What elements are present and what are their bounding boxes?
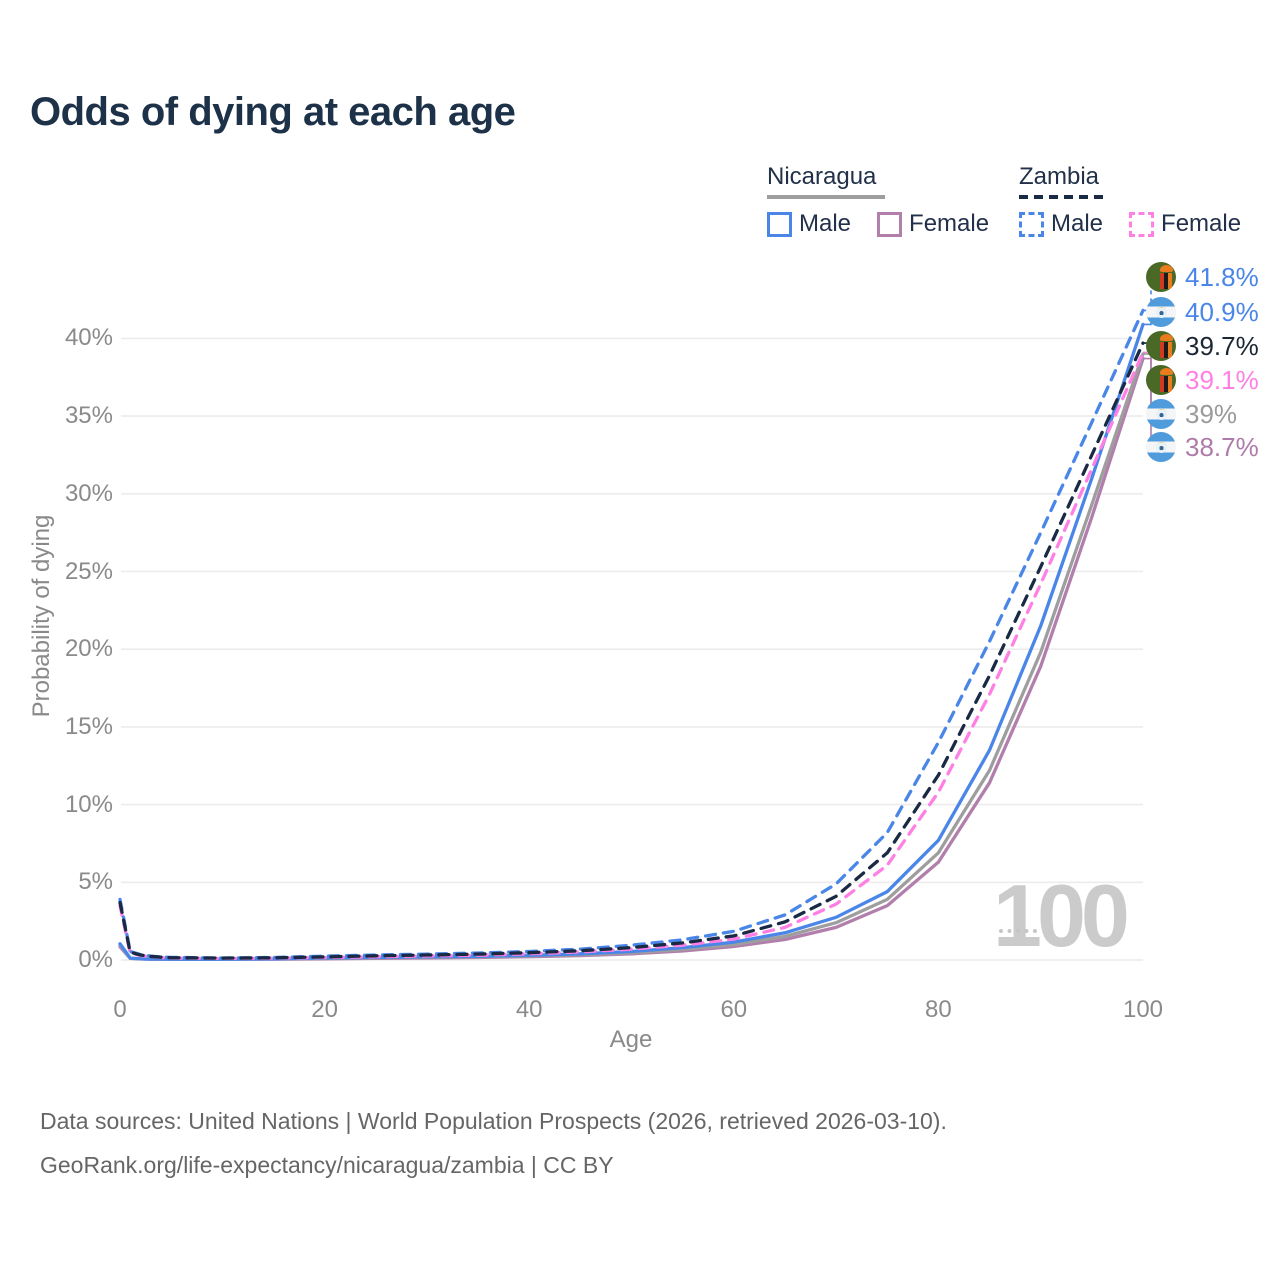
zambia-flag-icon xyxy=(1146,262,1176,292)
end-label-value: 40.9% xyxy=(1185,296,1259,327)
age-counter-watermark: 100 xyxy=(993,866,1130,965)
y-tick-label: 0% xyxy=(78,946,113,973)
watermark-dotted-underline xyxy=(999,929,1037,933)
end-label-value: 41.8% xyxy=(1185,261,1259,292)
y-tick-label: 5% xyxy=(78,868,113,896)
x-tick-label: 0 xyxy=(113,996,127,1023)
legend-swatch-zambia-female xyxy=(1129,211,1155,237)
series-line-zambia-female xyxy=(118,350,1145,961)
end-label-value: 38.7% xyxy=(1185,431,1259,462)
end-label-row: 39.1% xyxy=(1146,365,1259,395)
legend-swatch-nicaragua-female xyxy=(877,211,903,237)
end-label-row: 41.8% xyxy=(1146,262,1259,292)
legend-item-nicaragua-female[interactable]: Female xyxy=(877,210,989,238)
legend-group-zambia: Zambia Male Female xyxy=(1019,163,1241,238)
legend-item-zambia-male[interactable]: Male xyxy=(1019,210,1103,238)
series-line-zambia-male xyxy=(118,308,1145,960)
nicaragua-flag-icon xyxy=(1146,432,1176,462)
series-line-nicaragua-female xyxy=(118,356,1145,962)
x-tick-label: 20 xyxy=(311,996,338,1023)
series-line-nicaragua-both-sexes xyxy=(118,352,1145,961)
legend-label: Female xyxy=(1161,210,1242,237)
end-label-row: 40.9% xyxy=(1146,297,1259,327)
x-axis-title: Age xyxy=(609,1026,653,1053)
zambia-flag-icon xyxy=(1146,331,1176,361)
legend-label: Male xyxy=(799,210,852,237)
legend-swatch-zambia-male xyxy=(1019,211,1044,237)
footer: Data sources: United Nations | World Pop… xyxy=(40,1108,947,1196)
legend-country-line-swatch-nicaragua xyxy=(767,195,885,199)
y-tick-label: 15% xyxy=(64,712,113,740)
y-tick-label: 40% xyxy=(64,324,113,352)
x-tick-label: 80 xyxy=(925,996,952,1023)
legend-country-line-swatch-zambia xyxy=(1019,195,1106,199)
y-tick-label: 25% xyxy=(64,557,113,585)
x-tick-label: 100 xyxy=(1122,996,1164,1023)
y-tick-label: 20% xyxy=(64,635,113,663)
page-title: Odds of dying at each age xyxy=(30,90,516,134)
end-label-row: 38.7% xyxy=(1146,432,1259,462)
x-tick-label: 60 xyxy=(720,996,748,1023)
end-label-row: 39% xyxy=(1146,399,1237,429)
legend-country-nicaragua: Nicaragua xyxy=(767,163,877,190)
legend-country-zambia: Zambia xyxy=(1019,163,1100,190)
x-tick-label: 40 xyxy=(515,996,543,1023)
footer-attribution: GeoRank.org/life-expectancy/nicaragua/za… xyxy=(40,1152,614,1178)
nicaragua-flag-icon xyxy=(1146,399,1176,429)
y-axis-title: Probability of dying xyxy=(28,514,55,718)
y-tick-label: 30% xyxy=(64,479,113,507)
end-label-value: 39.7% xyxy=(1185,330,1259,361)
legend-item-nicaragua-male[interactable]: Male xyxy=(767,210,851,238)
legend-item-zambia-female[interactable]: Female xyxy=(1129,210,1241,238)
series-line-zambia-both-sexes xyxy=(118,341,1145,960)
legend-swatch-nicaragua-male xyxy=(767,211,792,237)
nicaragua-flag-icon xyxy=(1146,297,1176,327)
legend-label: Male xyxy=(1051,210,1104,237)
y-tick-label: 10% xyxy=(64,790,113,818)
zambia-flag-icon xyxy=(1146,365,1176,395)
footer-data-sources: Data sources: United Nations | World Pop… xyxy=(40,1108,947,1134)
end-label-value: 39% xyxy=(1185,398,1238,429)
legend-label: Female xyxy=(909,210,990,237)
end-label-value: 39.1% xyxy=(1185,364,1259,395)
y-tick-label: 35% xyxy=(64,402,113,430)
end-label-row: 39.7% xyxy=(1146,331,1259,361)
legend-group-nicaragua: Nicaragua Male Female xyxy=(767,163,989,238)
